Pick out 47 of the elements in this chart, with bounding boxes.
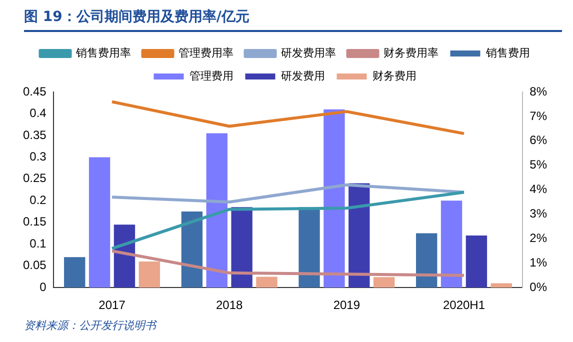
- y2-tick-label: 1%: [530, 255, 548, 270]
- y-tick-label: 0.1: [30, 236, 47, 250]
- y2-tick-label: 7%: [530, 108, 548, 123]
- y2-tick-label: 3%: [530, 206, 548, 221]
- bar: [88, 157, 110, 288]
- bar: [64, 257, 86, 288]
- legend-label: 研发费用率: [280, 46, 336, 60]
- bar: [231, 207, 252, 288]
- y-tick-label: 0.3: [30, 150, 47, 164]
- text: 资料来源：公开发行说明书: [24, 318, 156, 333]
- legend-label: 销售费用: [484, 46, 530, 60]
- bar: [138, 262, 160, 288]
- legend-label: 研发费用: [280, 69, 325, 82]
- x-tick-label: 2018: [216, 298, 244, 312]
- bar: [373, 277, 395, 288]
- y2-tick-label: 0%: [530, 280, 548, 294]
- y-tick-label: 0.45: [22, 84, 47, 98]
- legend-label: 管理费用: [189, 69, 234, 82]
- bar: [298, 207, 320, 288]
- y-tick-label: 0.2: [30, 192, 47, 207]
- y-tick-label: 0.05: [22, 258, 47, 272]
- bar: [440, 200, 462, 288]
- x-tick-label: 2019: [333, 298, 360, 312]
- y-tick-label: 0.25: [22, 171, 47, 186]
- bar: [181, 212, 203, 288]
- bar: [466, 235, 488, 288]
- bar: [206, 133, 228, 288]
- bar: [324, 109, 345, 288]
- legend-label: 管理费用率: [178, 46, 234, 60]
- y-tick-label: 0.15: [22, 214, 47, 229]
- y2-tick-label: 5%: [530, 158, 548, 172]
- y2-tick-label: 6%: [530, 133, 548, 148]
- bar: [490, 283, 512, 288]
- chart-title: 图 19：公司期间费用及费用率/亿元: [24, 8, 562, 32]
- legend-label: 财务费用率: [383, 46, 438, 60]
- bar: [416, 233, 438, 288]
- x-tick-label: 2017: [98, 298, 126, 312]
- legend-label: 财务费用: [372, 69, 416, 82]
- y2-tick-label: 4%: [530, 182, 548, 196]
- bar: [256, 276, 278, 288]
- y2-tick-label: 2%: [530, 231, 548, 246]
- x-tick-label: 2020H1: [442, 298, 486, 312]
- y2-tick-label: 8%: [530, 84, 548, 98]
- y-tick-label: 0.4: [30, 106, 47, 120]
- legend-label: 销售费用率: [74, 46, 131, 60]
- y-tick-label: 0: [40, 280, 47, 294]
- y-tick-label: 0.35: [22, 128, 47, 142]
